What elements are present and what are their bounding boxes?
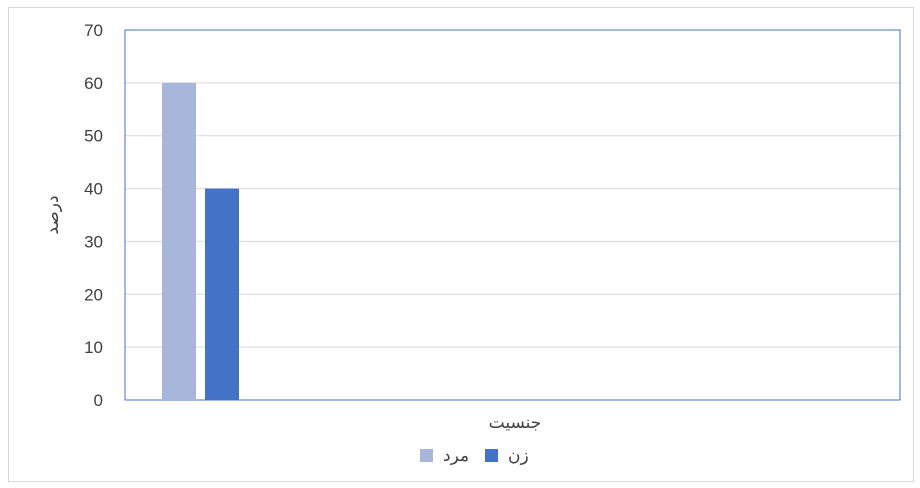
legend-swatch: [420, 449, 433, 462]
bar-male: [162, 82, 196, 400]
y-tick-label: 50: [84, 127, 103, 146]
y-tick-label: 10: [84, 338, 103, 357]
legend-label: زن: [508, 446, 529, 465]
y-tick-label: 30: [84, 232, 103, 251]
legend: زن مرد: [420, 446, 529, 465]
bar-female: [205, 188, 239, 400]
legend-swatch: [485, 449, 498, 462]
chart-frame: [8, 7, 914, 482]
x-axis-title: جنسیت: [489, 413, 542, 432]
bars: [162, 82, 239, 400]
y-tick-label: 60: [84, 74, 103, 93]
y-tick-label: 20: [84, 285, 103, 304]
y-tick-label: 0: [94, 391, 103, 410]
gridlines: [125, 29, 900, 401]
y-tick-label: 70: [84, 21, 103, 40]
y-axis-ticks: 0 10 20 30 40 50 60 70: [84, 21, 103, 410]
y-axis-title: درصد: [43, 195, 62, 234]
y-tick-label: 40: [84, 180, 103, 199]
legend-label: مرد: [443, 446, 469, 465]
plot-area: [124, 29, 901, 401]
